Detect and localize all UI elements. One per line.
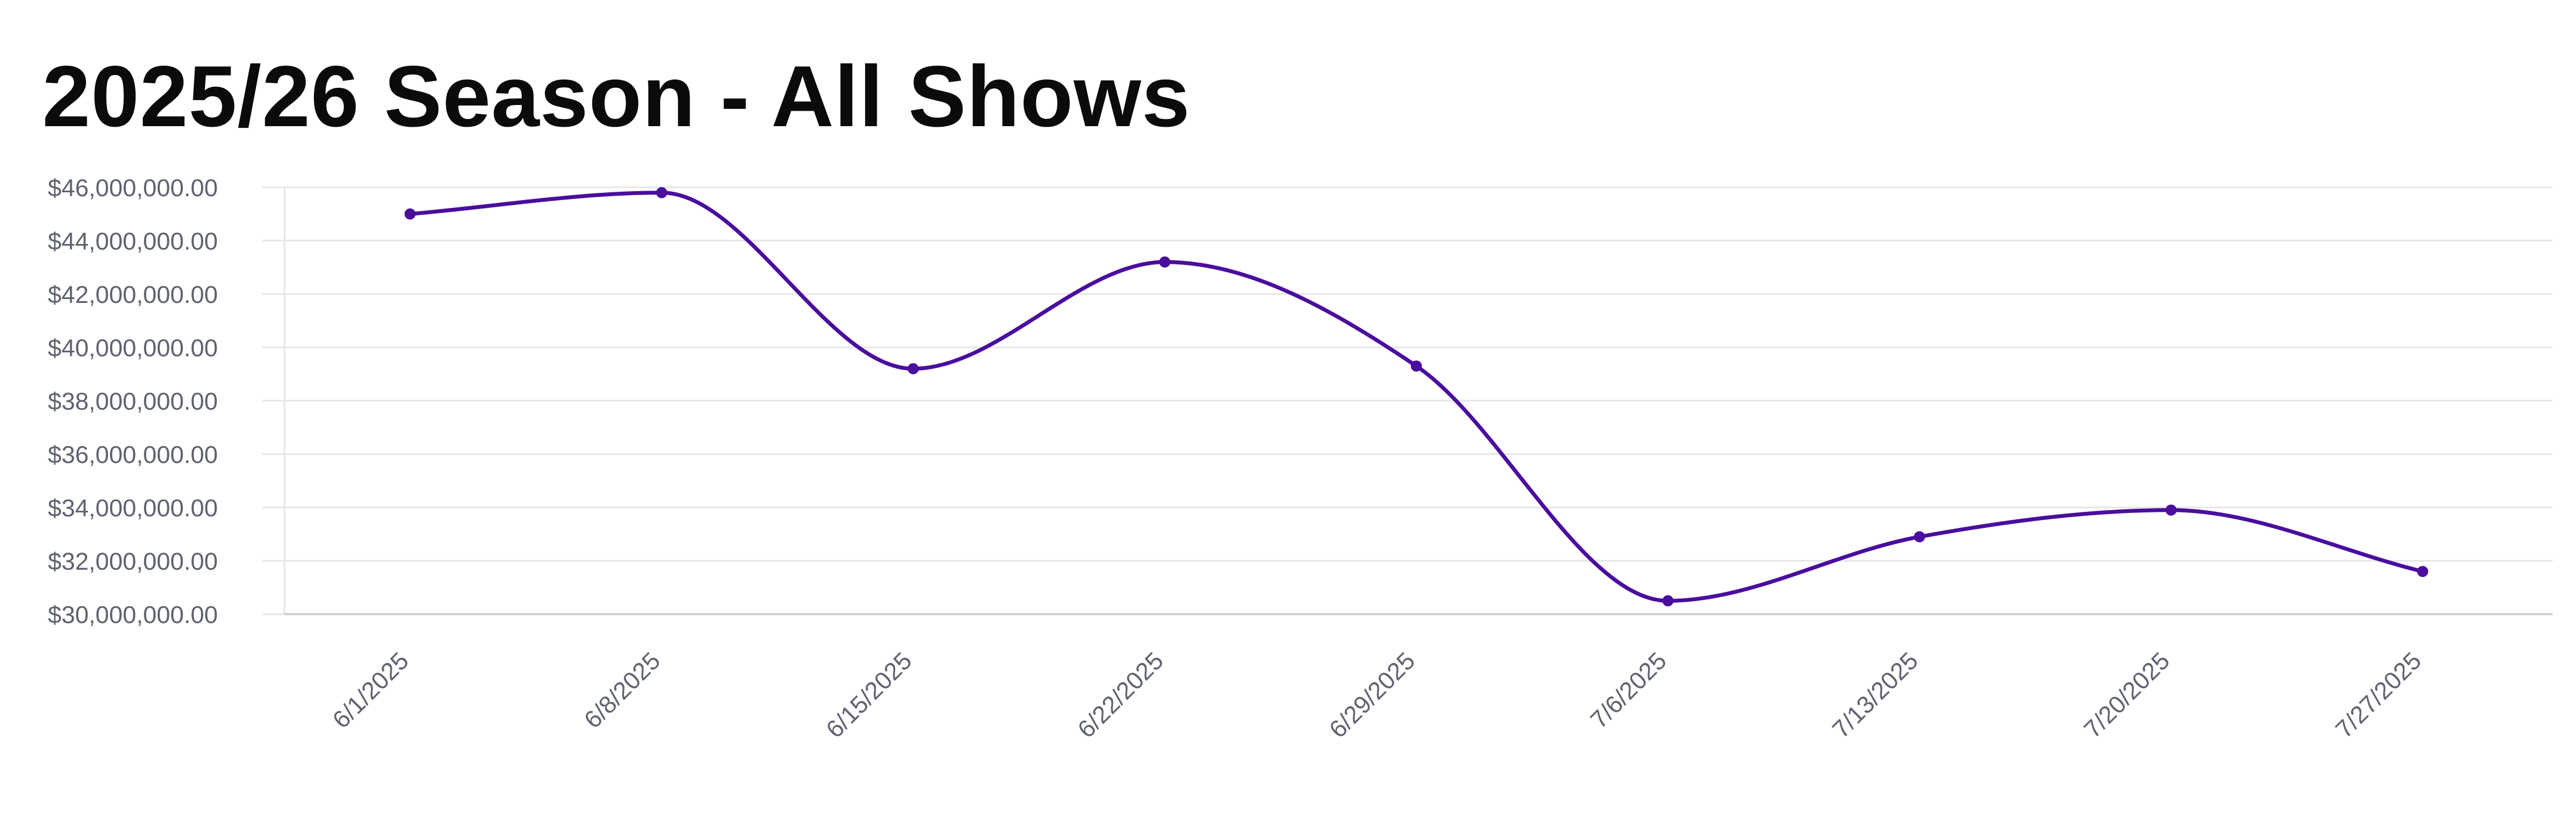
y-tick-label: $40,000,000.00 (48, 335, 218, 362)
series-line (408, 191, 2425, 603)
data-point[interactable] (656, 187, 667, 198)
y-tick-label: $32,000,000.00 (48, 548, 218, 575)
x-tick-label: 6/29/2025 (1324, 647, 1420, 743)
data-point[interactable] (2165, 504, 2177, 516)
y-tick-label: $30,000,000.00 (48, 601, 218, 629)
y-tick-label: $36,000,000.00 (48, 441, 218, 469)
data-point[interactable] (1662, 595, 1674, 606)
data-point[interactable] (907, 363, 919, 375)
data-point[interactable] (1914, 531, 1925, 542)
page-title: 2025/26 Season - All Shows (42, 48, 1191, 145)
y-tick-label: $46,000,000.00 (48, 175, 218, 202)
y-tick-label: $34,000,000.00 (48, 495, 218, 522)
series-layer (405, 187, 2428, 606)
y-axis: $30,000,000.00 $32,000,000.00 $34,000,000.… (48, 175, 286, 629)
x-tick-label: 6/15/2025 (821, 647, 917, 743)
y-tick-label: $44,000,000.00 (48, 228, 218, 255)
y-tick-label: $42,000,000.00 (48, 281, 218, 308)
x-axis: 6/1/2025 6/8/2025 6/15/2025 6/22/2025 6/29/2… (284, 613, 2553, 743)
x-tick-label: 6/22/2025 (1072, 647, 1169, 743)
x-tick-label: 7/27/2025 (2330, 647, 2427, 743)
data-point[interactable] (2417, 566, 2428, 577)
data-point[interactable] (405, 208, 416, 220)
x-tick-label: 6/1/2025 (327, 647, 414, 734)
grid-lines (284, 186, 2553, 615)
data-point[interactable] (1411, 360, 1422, 372)
x-tick-label: 6/8/2025 (579, 647, 666, 734)
data-point[interactable] (1159, 256, 1171, 268)
x-tick-label: 7/13/2025 (1828, 647, 1924, 743)
x-tick-label: 7/20/2025 (2079, 647, 2175, 743)
y-tick-label: $38,000,000.00 (48, 388, 218, 415)
x-tick-label: 7/6/2025 (1585, 647, 1672, 734)
